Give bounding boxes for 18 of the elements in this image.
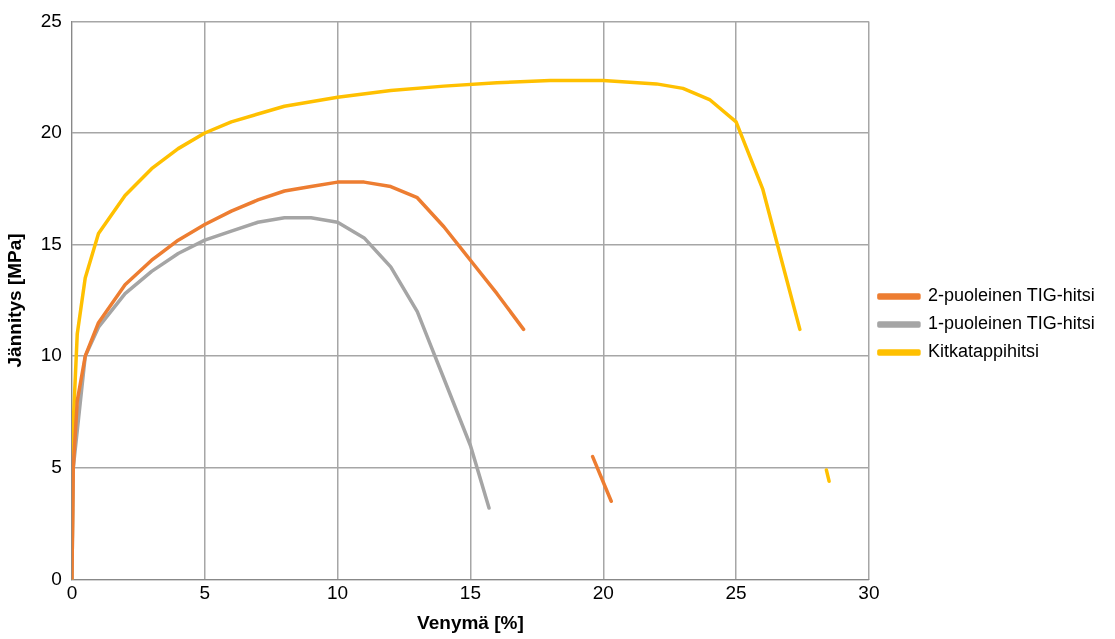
- x-axis-title: Venymä [%]: [417, 611, 524, 633]
- y-axis-title: Jännitys [MPa]: [3, 233, 25, 368]
- legend-label: 2-puoleinen TIG-hitsi: [927, 285, 1095, 306]
- y-tick-label: 25: [40, 9, 62, 31]
- x-tick-label: 20: [592, 582, 614, 604]
- x-tick-label: 30: [858, 582, 880, 604]
- legend-label: Kitkatappihitsi: [927, 341, 1039, 362]
- y-tick-label: 5: [51, 456, 62, 478]
- y-tick-label: 15: [40, 232, 62, 254]
- x-tick-label: 5: [199, 582, 211, 604]
- x-tick-label: 15: [459, 582, 481, 604]
- x-tick-label: 10: [327, 582, 349, 604]
- legend-label: 1-puoleinen TIG-hitsi: [927, 313, 1095, 334]
- y-tick-label: 0: [51, 567, 62, 589]
- y-tick-label: 20: [40, 121, 62, 143]
- x-tick-label: 0: [66, 582, 78, 604]
- x-tick-label: 25: [725, 582, 747, 604]
- y-tick-label: 10: [40, 344, 62, 366]
